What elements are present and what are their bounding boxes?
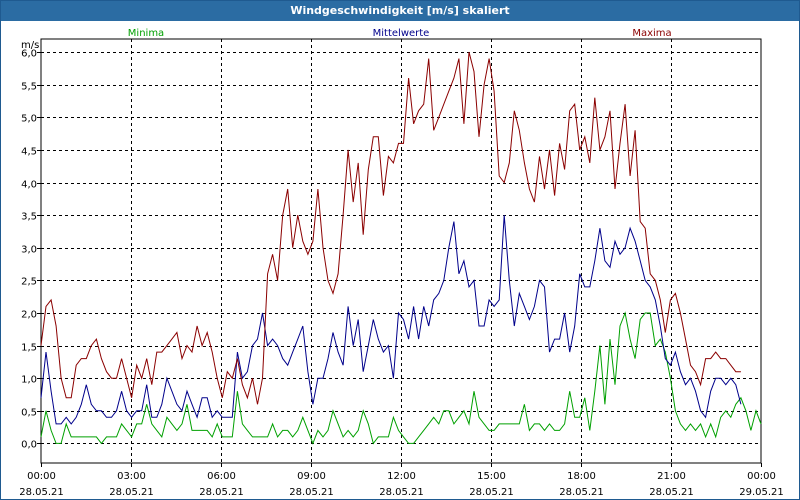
y-tick-label: 6,0 <box>21 49 37 60</box>
legend-entry-mittelwerte: Mittelwerte <box>373 28 430 39</box>
y-tick-label: 2,5 <box>21 277 37 288</box>
series <box>40 51 762 445</box>
x-tick-date-label: 28.05.21 <box>19 487 64 498</box>
x-tick-date-label: 28.05.21 <box>559 487 604 498</box>
x-tick-time-label: 18:00 <box>567 471 596 482</box>
x-tick-time-label: 06:00 <box>207 471 236 482</box>
y-tick-label: 0,0 <box>21 440 37 451</box>
window-title: Windgeschwindigkeit [m/s] skaliert <box>1 1 799 21</box>
y-tick-label: 4,5 <box>21 147 37 158</box>
x-tick-time-label: 21:00 <box>657 471 686 482</box>
x-tick-date-label: 29.05.21 <box>739 487 784 498</box>
x-tick-date-label: 28.05.21 <box>379 487 424 498</box>
x-tick-time-label: 03:00 <box>117 471 146 482</box>
x-tick-date-label: 28.05.21 <box>649 487 694 498</box>
y-tick-label: 4,0 <box>21 180 37 191</box>
y-tick-label: 2,0 <box>21 310 37 321</box>
legend-entry-maxima: Maxima <box>632 28 671 39</box>
x-tick-date-label: 28.05.21 <box>469 487 514 498</box>
legend: Minima Mittelwerte Maxima <box>128 28 672 39</box>
y-tick-label: 3,5 <box>21 212 37 223</box>
y-axis-label: m/s <box>21 40 39 51</box>
axes: 0,0 0,5 1,0 1,5 2,0 2,5 3,0 3,5 4,0 4,5 5,0 5,5 6,0m… <box>19 38 784 498</box>
x-tick-date-label: 28.05.21 <box>199 487 244 498</box>
series-line-mittelwerte <box>40 215 742 425</box>
y-tick-label: 1,0 <box>21 375 37 386</box>
wind-speed-chart: 0,0 0,5 1,0 1,5 2,0 2,5 3,0 3,5 4,0 4,5 5,0 5,5 6,0m… <box>19 28 784 498</box>
x-tick-time-label: 00:00 <box>747 471 776 482</box>
y-tick-label: 0,5 <box>21 408 37 419</box>
x-tick-time-label: 12:00 <box>387 471 416 482</box>
y-tick-label: 5,0 <box>21 114 37 125</box>
x-tick-date-label: 28.05.21 <box>289 487 334 498</box>
x-tick-time-label: 15:00 <box>477 471 506 482</box>
y-tick-label: 3,0 <box>21 245 37 256</box>
x-tick-time-label: 00:00 <box>27 471 56 482</box>
x-tick-date-label: 28.05.21 <box>109 487 154 498</box>
legend-entry-minima: Minima <box>128 28 164 39</box>
x-tick-time-label: 09:00 <box>297 471 326 482</box>
grid <box>41 39 761 463</box>
series-line-maxima <box>40 51 741 405</box>
y-tick-label: 1,5 <box>21 343 37 354</box>
series-line-minima <box>40 311 762 445</box>
y-tick-label: 5,5 <box>21 82 37 93</box>
